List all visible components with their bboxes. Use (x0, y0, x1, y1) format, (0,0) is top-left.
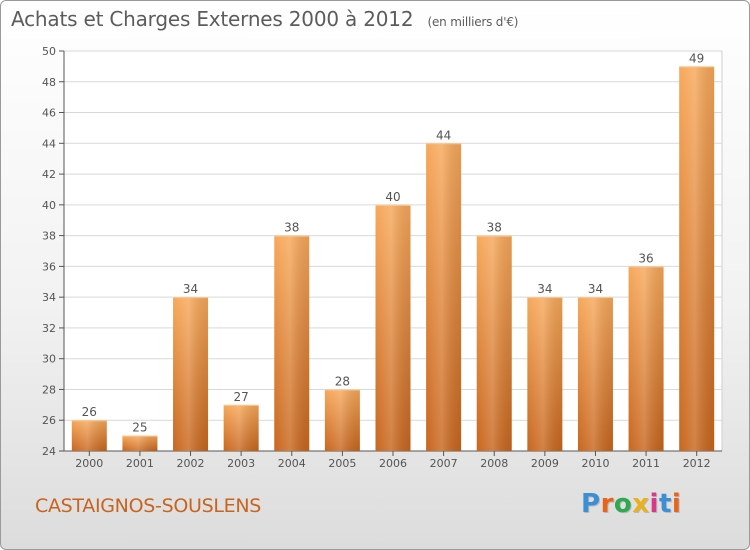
x-tick-label: 2007 (430, 457, 458, 470)
chart-subtitle: (en milliers d'€) (427, 15, 519, 29)
y-tick-label: 32 (42, 322, 56, 335)
bar-shine (324, 389, 360, 451)
bar-value-label: 49 (689, 51, 704, 65)
y-tick-label: 26 (42, 414, 56, 427)
logo-letter: P (581, 489, 601, 519)
bar-shine (375, 204, 411, 451)
y-tick-label: 48 (42, 76, 56, 89)
x-tick-label: 2011 (632, 457, 660, 470)
bar-value-label: 34 (537, 282, 552, 296)
y-tick-label: 38 (42, 230, 56, 243)
logo-letter: i (649, 489, 659, 519)
x-tick-label: 2003 (227, 457, 255, 470)
bar-value-label: 44 (436, 128, 451, 142)
chart-title-text: Achats et Charges Externes 2000 à 2012 (11, 7, 414, 31)
bar-shine (527, 297, 563, 451)
y-tick-label: 28 (42, 383, 56, 396)
x-tick-label: 2001 (126, 457, 154, 470)
bar-value-label: 27 (234, 390, 249, 404)
y-tick-label: 50 (42, 45, 56, 58)
x-tick-label: 2009 (531, 457, 559, 470)
bar-shine (122, 435, 158, 451)
bar-shine (71, 420, 107, 451)
y-tick-label: 34 (42, 291, 56, 304)
x-tick-label: 2010 (581, 457, 609, 470)
y-tick-label: 24 (42, 445, 56, 458)
bar-shine (223, 404, 259, 451)
bar-value-label: 34 (183, 282, 198, 296)
bar-shine (173, 297, 209, 451)
proxiti-logo: Proxiti (581, 489, 681, 519)
bar-value-label: 40 (385, 190, 400, 204)
y-tick-label: 44 (42, 137, 56, 150)
logo-letter: t (658, 489, 672, 519)
x-tick-label: 2012 (683, 457, 711, 470)
y-tick-label: 36 (42, 260, 56, 273)
chart-title: Achats et Charges Externes 2000 à 2012 (… (11, 7, 518, 31)
bar-value-label: 25 (132, 421, 147, 435)
y-tick-label: 40 (42, 199, 56, 212)
y-tick-label: 30 (42, 353, 56, 366)
x-tick-label: 2008 (480, 457, 508, 470)
bar-shine (274, 235, 310, 451)
x-tick-label: 2002 (177, 457, 205, 470)
logo-letter: x (632, 489, 650, 519)
bar-value-label: 38 (487, 221, 502, 235)
bar-shine (679, 66, 715, 451)
bar-value-label: 38 (284, 221, 299, 235)
bar-value-label: 34 (588, 282, 603, 296)
bar-value-label: 28 (335, 374, 350, 388)
logo-letter: i (671, 489, 682, 519)
y-tick-label: 42 (42, 168, 56, 181)
x-tick-label: 2004 (278, 457, 306, 470)
bar-shine (476, 235, 512, 451)
y-tick-label: 46 (42, 107, 56, 120)
bar-shine (628, 266, 664, 451)
bar-value-label: 36 (638, 251, 653, 265)
logo-letter: r (600, 489, 614, 519)
logo-letter: o (613, 489, 633, 519)
bar-shine (426, 143, 462, 452)
bar-value-label: 26 (82, 405, 97, 419)
x-tick-label: 2006 (379, 457, 407, 470)
commune-name: CASTAIGNOS-SOUSLENS (35, 495, 262, 517)
bar-shine (577, 297, 613, 451)
x-tick-label: 2005 (328, 457, 356, 470)
x-tick-label: 2000 (75, 457, 103, 470)
